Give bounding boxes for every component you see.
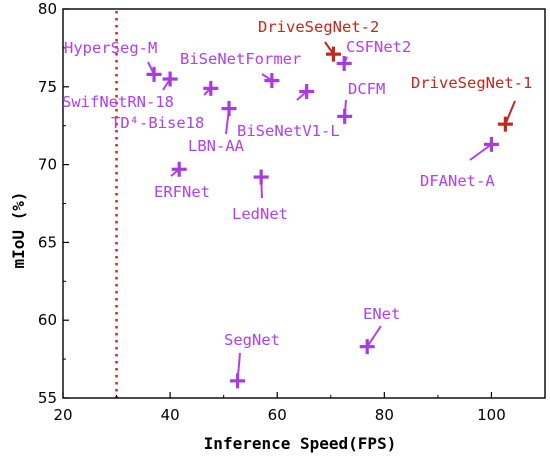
point-label-enet: ENet — [363, 305, 400, 323]
point-drivesegnet-2 — [325, 46, 341, 62]
y-tick-label: 65 — [38, 233, 57, 251]
point-drivesegnet-1 — [497, 116, 513, 132]
point-label-segnet: SegNet — [224, 331, 280, 349]
point-label-hyperseg-m: HyperSeg-M — [64, 39, 157, 57]
y-tick-label: 75 — [38, 78, 57, 96]
x-tick-label: 20 — [53, 406, 72, 424]
point-label-drivesegnet-1: DriveSegNet-1 — [411, 74, 532, 92]
y-tick-label: 55 — [38, 389, 57, 407]
x-axis-title: Inference Speed(FPS) — [204, 434, 397, 453]
y-tick-label: 60 — [38, 311, 57, 329]
point-swifnetrn-18 — [162, 71, 178, 87]
point-csfnet2 — [336, 55, 352, 71]
point-label-dfanet-a: DFANet-A — [420, 172, 495, 190]
x-tick-label: 40 — [161, 406, 180, 424]
point-label-csfnet2: CSFNet2 — [346, 38, 411, 56]
point-td-bise18 — [203, 80, 219, 96]
point-label-bisenetformer: BiSeNetFormer — [180, 50, 301, 68]
point-label-swifnetrn-18: SwifNetRN-18 — [62, 93, 174, 111]
point-label-td-bise18: TD⁴-Bise18 — [111, 114, 204, 132]
point-enet — [359, 339, 375, 355]
leader-line — [366, 325, 382, 348]
point-hyperseg-m — [146, 66, 162, 82]
point-lbn-aa — [221, 101, 237, 117]
y-tick-label: 70 — [38, 156, 57, 174]
point-label-bisenetv1-l: BiSeNetV1-L — [237, 122, 340, 140]
point-dfanet-a — [483, 136, 499, 152]
point-bisenetformer — [264, 73, 280, 89]
point-segnet — [230, 373, 246, 389]
point-label-erfnet: ERFNet — [154, 183, 210, 201]
y-axis-title: mIoU (%) — [9, 191, 28, 268]
leader-line — [504, 100, 516, 125]
y-tick-label: 80 — [38, 0, 57, 18]
point-bisenetv1-l — [299, 83, 315, 99]
x-tick-label: 60 — [268, 406, 287, 424]
point-label-lednet: LedNet — [232, 205, 288, 223]
x-tick-label: 100 — [477, 406, 506, 424]
point-label-lbn-aa: LBN-AA — [188, 137, 245, 155]
leader-line — [469, 143, 493, 161]
point-label-dcfm: DCFM — [348, 80, 385, 98]
point-label-drivesegnet-2: DriveSegNet-2 — [258, 18, 379, 36]
plot-frame — [62, 8, 546, 399]
point-dcfm — [337, 108, 353, 124]
point-erfnet — [171, 161, 187, 177]
point-lednet — [253, 169, 269, 185]
x-tick-label: 80 — [375, 406, 394, 424]
